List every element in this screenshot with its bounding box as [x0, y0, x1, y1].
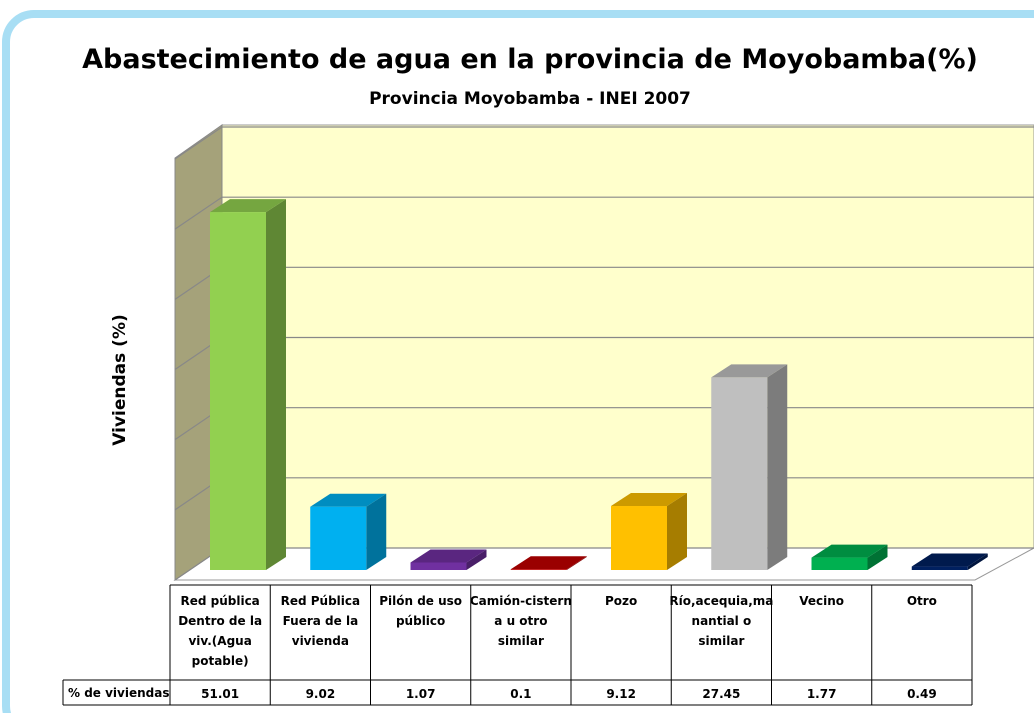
- bar-top: [310, 493, 387, 507]
- bar-side: [466, 549, 487, 570]
- bar-front: [811, 557, 868, 570]
- category-label: Red Pública Fuera de la vivienda: [281, 594, 361, 648]
- bar-front: [711, 377, 768, 570]
- bar-top: [210, 199, 286, 213]
- back-wall: [221, 124, 1034, 549]
- value-label: 0.1: [510, 687, 531, 701]
- category-label: Vecino: [799, 594, 844, 608]
- bar-top: [510, 556, 587, 570]
- chart-subtitle: Provincia Moyobamba - INEI 2007: [369, 89, 691, 109]
- bar-top: [911, 553, 988, 567]
- bar-top: [711, 364, 788, 378]
- bar: [911, 553, 988, 570]
- floor: [173, 547, 1034, 581]
- bar: [611, 493, 687, 570]
- bar: [310, 493, 387, 570]
- bar-front: [410, 562, 467, 570]
- bar-front: [210, 212, 266, 570]
- category-label: Camión-cistern a u otro similar: [470, 594, 572, 648]
- bar-side: [566, 556, 587, 570]
- bar: [811, 544, 888, 570]
- value-label: 27.45: [702, 687, 740, 701]
- bar-side: [967, 553, 988, 570]
- bar-top: [811, 544, 888, 558]
- chart-title: Abastecimiento de agua en la provincia d…: [82, 44, 978, 75]
- bar-front: [911, 566, 968, 570]
- category-label: Pozo: [605, 594, 637, 608]
- y-axis-label: Viviendas (%): [110, 314, 130, 445]
- bar-side: [366, 493, 387, 570]
- bar-side: [767, 364, 788, 570]
- bar: [510, 556, 587, 570]
- value-label: 9.02: [306, 687, 336, 701]
- row-header: % de viviendas: [68, 686, 170, 700]
- bar-side: [667, 493, 687, 570]
- category-label: Red pública Dentro de la viv.(Agua potable): [178, 594, 262, 668]
- grid-line: [174, 126, 1034, 160]
- bar-front: [310, 506, 367, 570]
- bar: [711, 364, 788, 570]
- category-label: Río,acequia,ma nantial o similar: [669, 594, 773, 648]
- grid-line: [174, 196, 1034, 230]
- category-label: Otro: [907, 594, 937, 608]
- bar-side: [266, 199, 286, 570]
- bar: [410, 549, 487, 570]
- value-label: 51.01: [201, 687, 239, 701]
- bar-top: [410, 549, 487, 563]
- category-label: Pilón de uso público: [379, 594, 462, 628]
- value-label: 1.77: [807, 687, 837, 701]
- bar: [210, 199, 286, 570]
- value-label: 9.12: [606, 687, 636, 701]
- bar-side: [867, 544, 888, 570]
- bar-top: [611, 493, 687, 507]
- bar-front: [510, 569, 567, 570]
- bar-front: [611, 506, 667, 570]
- value-label: 0.49: [907, 687, 937, 701]
- value-label: 1.07: [406, 687, 436, 701]
